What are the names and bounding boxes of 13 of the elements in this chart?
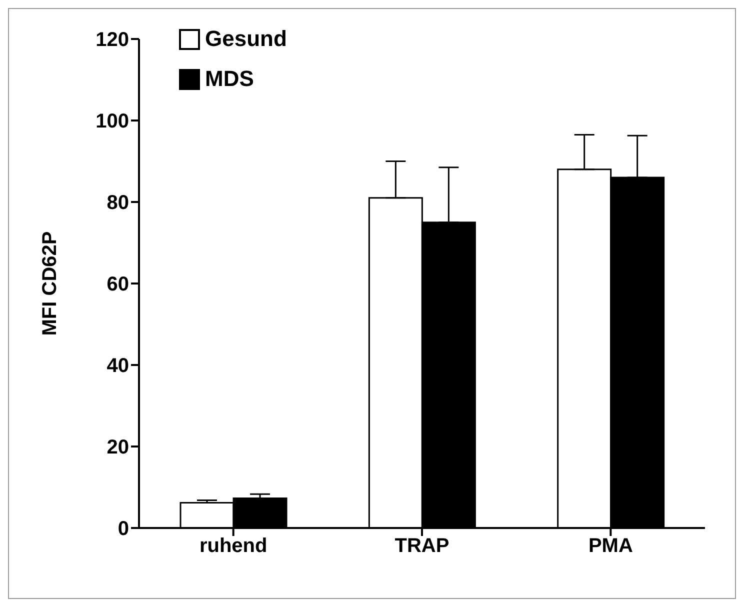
y-tick-label: 60 <box>106 274 129 296</box>
x-tick-label: PMA <box>588 535 633 558</box>
y-tick-label: 20 <box>106 436 129 459</box>
y-axis-title: MFI CD62P <box>39 231 62 336</box>
y-tick-label: 120 <box>96 29 129 52</box>
legend-label: MDS <box>205 66 254 92</box>
y-tick-label: 100 <box>96 110 129 133</box>
y-tick-label: 40 <box>106 355 129 378</box>
x-tick-label: ruhend <box>199 535 268 558</box>
y-tick-label: 80 <box>106 192 129 214</box>
x-tick-label: TRAP <box>394 535 450 558</box>
legend-label: Gesund <box>205 26 287 52</box>
y-tick-label: 0 <box>118 518 129 540</box>
